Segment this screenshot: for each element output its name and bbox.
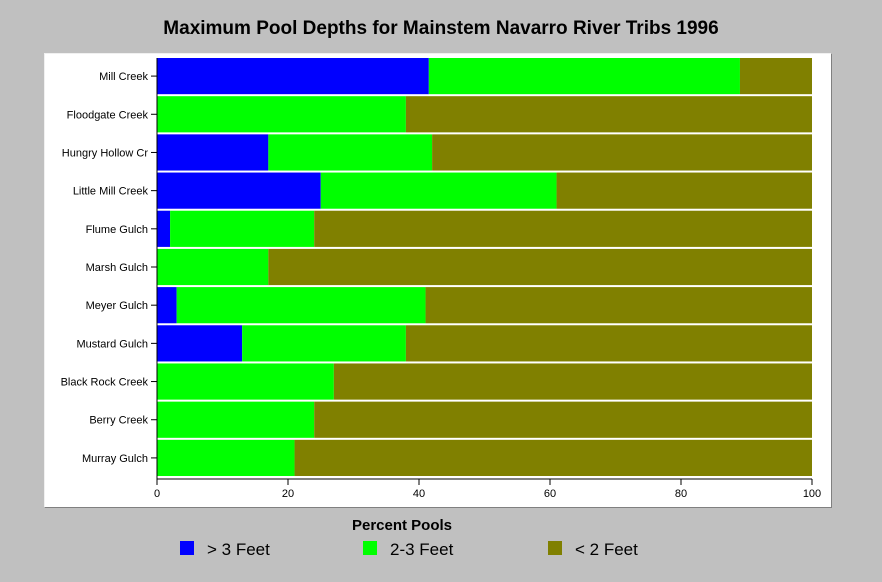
bar-2to3 [157, 363, 334, 400]
legend-label: 2-3 Feet [390, 540, 454, 559]
bar-2to3 [176, 287, 426, 324]
x-tick-label: 80 [675, 488, 687, 500]
bar-gt3 [157, 287, 177, 324]
bar-gt3 [157, 172, 321, 209]
bar-2to3 [157, 248, 269, 286]
bar-gt3 [157, 210, 171, 247]
category-label: Meyer Gulch [86, 300, 148, 312]
x-tick-label: 20 [282, 488, 294, 500]
legend-swatch [548, 541, 562, 555]
bar-gt3 [157, 325, 243, 362]
bar-2to3 [428, 58, 740, 95]
category-label: Mustard Gulch [76, 338, 148, 350]
x-tick-label: 60 [544, 488, 556, 500]
category-label: Little Mill Creek [73, 186, 149, 198]
bar-lt2 [268, 248, 813, 286]
legend-label: < 2 Feet [575, 540, 638, 559]
legend-swatch [363, 541, 377, 555]
category-label: Murray Gulch [82, 453, 148, 465]
bar-gt3 [157, 58, 429, 95]
bar-lt2 [739, 58, 812, 95]
bar-2to3 [320, 172, 557, 209]
legend-swatch [180, 541, 194, 555]
bar-lt2 [405, 96, 812, 133]
category-label: Flume Gulch [86, 224, 148, 236]
bar-2to3 [268, 134, 433, 171]
bar-lt2 [432, 134, 812, 171]
category-label: Marsh Gulch [86, 262, 148, 274]
bar-2to3 [242, 325, 406, 362]
category-label: Black Rock Creek [61, 377, 149, 389]
chart-title: Maximum Pool Depths for Mainstem Navarro… [163, 18, 719, 39]
bar-lt2 [405, 325, 812, 362]
bar-lt2 [294, 439, 812, 476]
bar-2to3 [157, 96, 406, 133]
category-label: Mill Creek [99, 71, 148, 83]
bar-lt2 [314, 210, 812, 247]
category-label: Berry Creek [89, 415, 148, 427]
bar-lt2 [425, 287, 812, 324]
x-axis-label: Percent Pools [351, 517, 453, 534]
bar-lt2 [314, 401, 812, 438]
bar-2to3 [157, 401, 315, 438]
legend-label: > 3 Feet [207, 540, 270, 559]
x-tick-label: 100 [803, 488, 821, 500]
bar-lt2 [333, 363, 812, 400]
x-tick-label: 0 [154, 488, 160, 500]
bar-2to3 [157, 439, 295, 476]
bar-gt3 [157, 134, 269, 171]
category-label: Floodgate Creek [67, 109, 149, 121]
bar-lt2 [556, 172, 812, 209]
bar-2to3 [170, 210, 315, 247]
x-tick-label: 40 [413, 488, 425, 500]
category-label: Hungry Hollow Cr [62, 147, 149, 159]
